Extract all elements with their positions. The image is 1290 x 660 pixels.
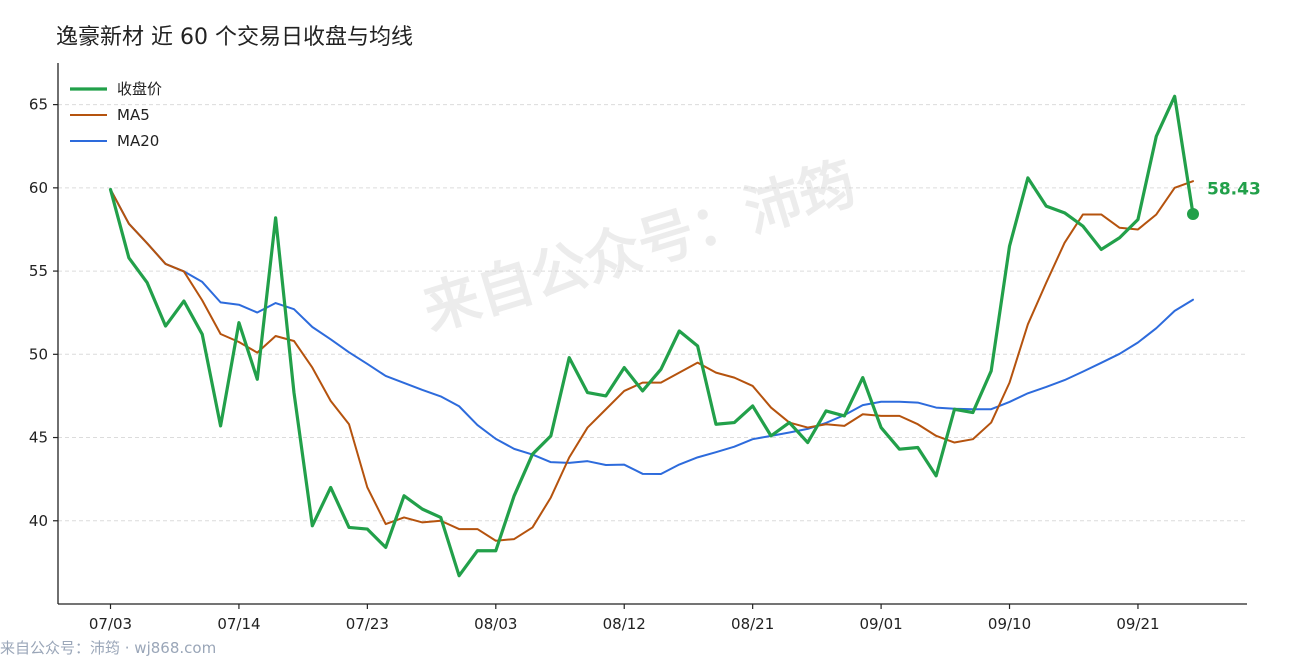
last-close-label: 58.43 xyxy=(1207,180,1261,200)
x-tick-label: 07/23 xyxy=(346,615,389,633)
chart-title: 逸豪新材 近 60 个交易日收盘与均线 xyxy=(56,25,413,50)
series-line-close xyxy=(108,94,1195,578)
y-tick-label: 65 xyxy=(29,96,48,114)
x-tick-label: 08/21 xyxy=(731,615,774,633)
y-ticks: 40 45 50 55 60 65 xyxy=(29,96,58,530)
watermark-footer: 来自公众号：沛筠 · wj868.com xyxy=(0,639,216,657)
y-tick-label: 40 xyxy=(29,512,48,530)
x-tick-label: 09/10 xyxy=(988,615,1031,633)
axes xyxy=(57,63,1247,605)
y-tick-label: 45 xyxy=(29,429,48,447)
x-tick-label: 08/12 xyxy=(603,615,646,633)
series-line-ma5 xyxy=(109,180,1194,542)
x-tick-label: 09/21 xyxy=(1116,615,1159,633)
y-tick-label: 60 xyxy=(29,179,48,197)
legend-label: MA5 xyxy=(117,106,150,124)
x-ticks: 07/03 07/14 07/23 08/03 08/12 08/21 09/01 09/10… xyxy=(89,604,1160,633)
y-tick-label: 50 xyxy=(29,345,48,363)
x-tick-label: 07/14 xyxy=(217,615,260,633)
x-tick-label: 07/03 xyxy=(89,615,132,633)
series: 58.43 xyxy=(108,94,1261,578)
x-tick-label: 08/03 xyxy=(474,615,517,633)
legend-label: 收盘价 xyxy=(117,80,162,98)
x-tick-label: 09/01 xyxy=(859,615,902,633)
legend: 收盘价 MA5 MA20 xyxy=(70,80,162,150)
series-line-ma20 xyxy=(109,188,1194,475)
legend-label: MA20 xyxy=(117,132,159,150)
last-close-point xyxy=(1187,207,1199,220)
y-tick-label: 55 xyxy=(29,262,48,280)
watermark-center: 来自公众号：沛筠 xyxy=(416,151,863,344)
gridlines xyxy=(58,104,1247,522)
